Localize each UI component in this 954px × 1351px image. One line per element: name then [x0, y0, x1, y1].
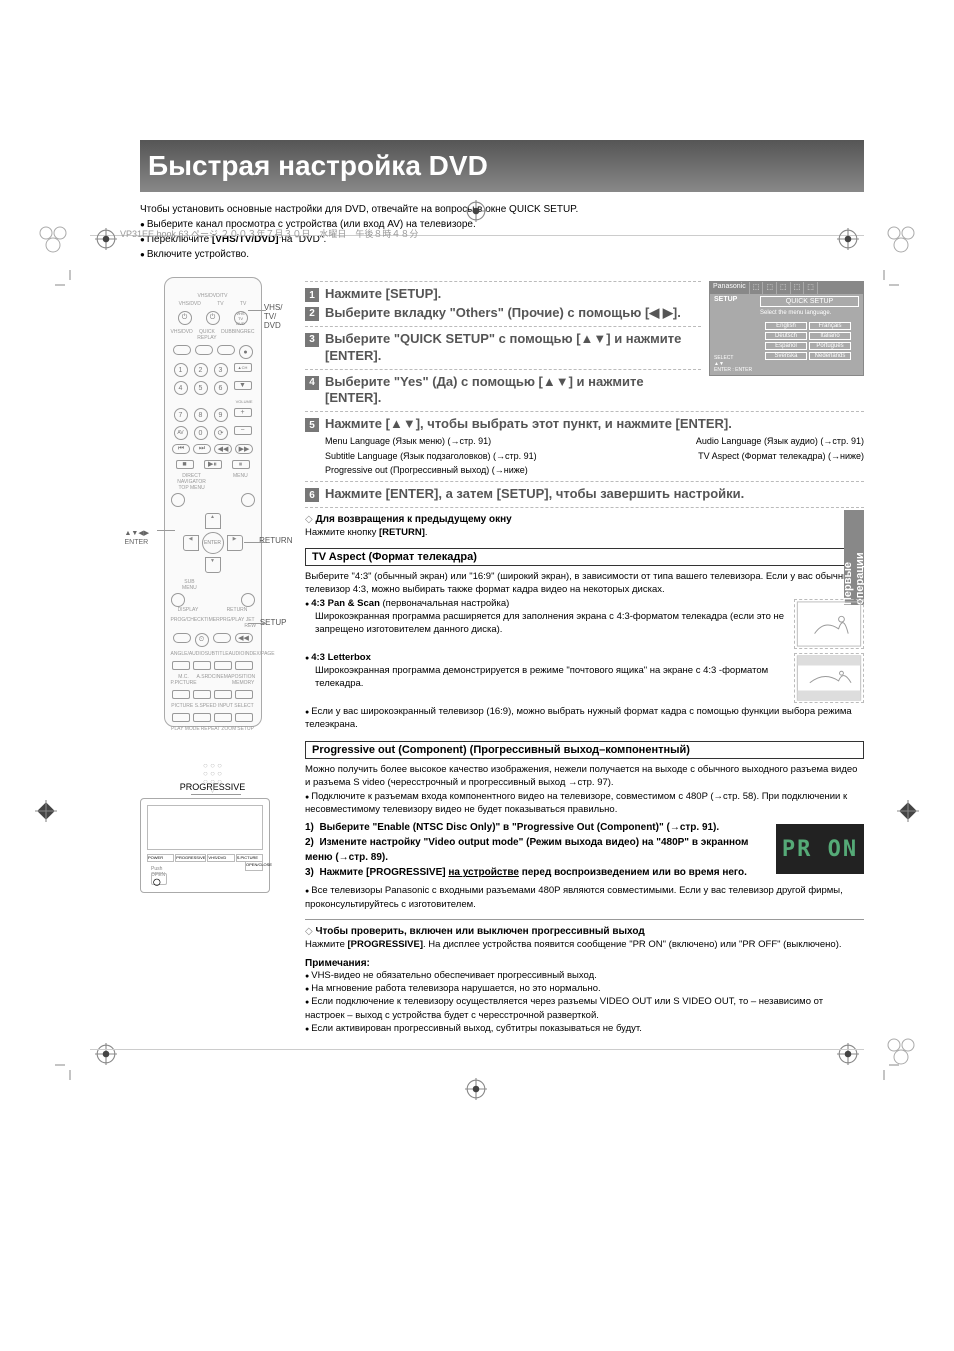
- check-heading: Чтобы проверить, включен или выключен пр…: [305, 926, 864, 937]
- note-item: VHS-видео не обязательно обеспечивает пр…: [305, 969, 864, 982]
- power-btn: ⏻: [178, 311, 192, 325]
- pan-scan-bullet: 4:3 Pan & Scan (первоначальная настройка…: [305, 597, 864, 610]
- registration-mark-icon: [465, 200, 487, 222]
- dashed-separator: [305, 326, 701, 327]
- return-text: Нажмите кнопку [RETURN].: [305, 527, 864, 538]
- progressive-device-section: PROGRESSIVE POWER PROGRESSIVE VHS/DVD S.…: [140, 782, 285, 893]
- pr-on-display: PR ON: [776, 824, 864, 874]
- tv-aspect-para: Выберите "4:3" (обычный экран) или "16:9…: [305, 570, 864, 597]
- setup-screen-mockup: Panasonic⬚⬚⬚⬚⬚ SETUP QUICK SETUP Select …: [709, 281, 864, 376]
- registration-mark-icon: [95, 228, 117, 250]
- right-column: Panasonic⬚⬚⬚⬚⬚ SETUP QUICK SETUP Select …: [305, 277, 864, 1035]
- footer-rule: [90, 1049, 864, 1050]
- note-item: Если активирован прогрессивный выход, су…: [305, 1022, 864, 1035]
- letterbox-illustration: [794, 653, 864, 703]
- pan-scan-text: Широкоэкранная программа расширяется для…: [315, 610, 864, 637]
- progressive-heading: Progressive out (Component) (Прогрессивн…: [305, 741, 864, 759]
- callout-return: RETURN: [259, 536, 292, 545]
- side-tab: Первые операции: [844, 510, 864, 605]
- registration-mark-icon: [837, 1043, 859, 1065]
- crop-mark-icon: [869, 1050, 899, 1080]
- registration-mark-icon: [837, 228, 859, 250]
- dashed-separator: [305, 411, 864, 412]
- registration-mark-icon: [35, 800, 57, 822]
- step-3: 3Выберите "QUICK SETUP" с помощью [▲▼] и…: [305, 331, 701, 365]
- crop-mark-icon: [55, 1050, 85, 1080]
- registration-mark-icon: [465, 1078, 487, 1100]
- binding-rings-icon: [38, 225, 68, 255]
- dpad: ▲ ▼ ◀ ▶ ENTER: [183, 513, 243, 573]
- power-btn: ⏻: [206, 311, 220, 325]
- progressive-note: Все телевизоры Panasonic с входными разъ…: [305, 884, 864, 911]
- title-banner: Быстрая настройка DVD: [140, 140, 864, 192]
- dashed-separator: [305, 281, 701, 282]
- progressive-bullet: Подключите к разъемам входа компонентног…: [305, 790, 864, 817]
- step-4: 4Выберите "Yes" (Да) с помощью [▲▼] и на…: [305, 374, 701, 408]
- vhs-tv-dvd-btn: VHS TV DVD: [234, 311, 248, 325]
- letterbox-bullet: 4:3 Letterbox: [305, 651, 864, 664]
- callout-vhs-tv-dvd: VHS/ TV/ DVD: [264, 303, 283, 330]
- step-5-sub: Menu Language (Язык меню) (→стр. 91)Audi…: [325, 435, 864, 448]
- left-column: VHS/ TV/ DVD ▲▼◀▶ ENTER RETURN SETUP VHS…: [140, 277, 285, 1035]
- page-title: Быстрая настройка DVD: [148, 150, 488, 182]
- registration-mark-icon: [95, 1043, 117, 1065]
- device-diagram: POWER PROGRESSIVE VHS/DVD S.PICTURE Push…: [140, 798, 270, 893]
- callout-enter: ▲▼◀▶ ENTER: [125, 528, 150, 546]
- crop-mark-icon: [55, 270, 85, 300]
- progressive-para: Можно получить более высокое качество из…: [305, 763, 864, 790]
- pan-scan-illustration: [794, 599, 864, 649]
- registration-mark-icon: [897, 800, 919, 822]
- intro-main: Чтобы установить основные настройки для …: [140, 202, 864, 217]
- step-5: 5Нажмите [▲▼], чтобы выбрать этот пункт,…: [305, 416, 864, 433]
- dashed-separator: [305, 481, 864, 482]
- remote-dots: ○ ○ ○○ ○ ○○ ○ ○▽: [171, 762, 255, 794]
- step-6: 6Нажмите [ENTER], а затем [SETUP], чтобы…: [305, 486, 864, 503]
- check-text: Нажмите [PROGRESSIVE]. На дисплее устрой…: [305, 939, 864, 950]
- widescreen-bullet: Если у вас широкоэкранный телевизор (16:…: [305, 705, 864, 732]
- notes-heading: Примечания:: [305, 958, 864, 969]
- step-5-sub: Subtitle Language (Язык подзаголовков) (…: [325, 450, 864, 463]
- crop-mark-icon: [869, 270, 899, 300]
- rule: [305, 919, 864, 920]
- remote-control-diagram: VHS/ TV/ DVD ▲▼◀▶ ENTER RETURN SETUP VHS…: [164, 277, 262, 727]
- intro-bullet: Включите устройство.: [140, 247, 864, 262]
- dashed-separator: [305, 507, 864, 508]
- step-2: 2Выберите вкладку "Others" (Прочие) с по…: [305, 305, 701, 322]
- letterbox-text: Широкоэкранная программа демонстрируется…: [315, 664, 864, 691]
- dashed-separator: [305, 369, 701, 370]
- binding-rings-icon: [886, 225, 916, 255]
- tv-aspect-heading: TV Aspect (Формат телекадра): [305, 548, 864, 566]
- step-5-sub: Progressive out (Прогрессивный выход) (→…: [325, 464, 864, 477]
- step-1: 1Нажмите [SETUP].: [305, 286, 701, 303]
- note-item: На мгновение работа телевизора нарушаетс…: [305, 982, 864, 995]
- return-heading: Для возвращения к предыдущему окну: [305, 514, 864, 525]
- note-item: Если подключение к телевизору осуществля…: [305, 995, 864, 1022]
- header-filename: VP31EE.book 63 ページ ２００３年７月３０日 水曜日 午後８時４８…: [120, 227, 418, 240]
